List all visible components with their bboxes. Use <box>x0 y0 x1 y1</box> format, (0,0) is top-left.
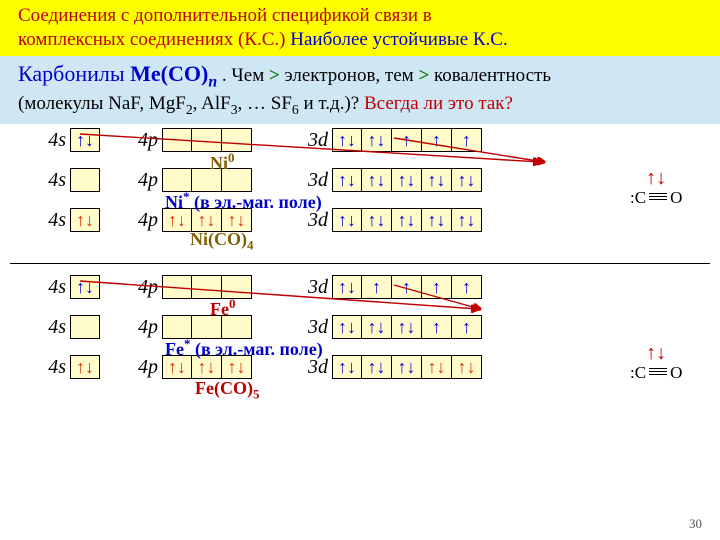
orbital-box: ↑↓ <box>70 208 100 232</box>
co-o-label: O <box>670 188 682 208</box>
orbital-box <box>70 168 100 192</box>
orbital-box: ↑↓ <box>422 208 452 232</box>
orbital-box: ↑↓ <box>362 168 392 192</box>
orbital-row: 4s↑↓4p↑↓↑↓↑↓3d↑↓↑↓↑↓↑↓↑↓ <box>0 355 720 379</box>
orbital-row: 4s↑↓4p↑↓↑↓↑↓3d↑↓↑↓↑↓↑↓↑↓ <box>0 208 720 232</box>
label-4s: 4s <box>38 129 66 152</box>
label-3d: 3d <box>300 276 328 299</box>
orbital-group: ↑↓↑↓↑↓↑↑ <box>332 315 482 339</box>
co-c-label: :C <box>630 188 646 208</box>
label-4p: 4p <box>130 276 158 299</box>
orbital-group: ↑↓ <box>70 208 100 232</box>
orbital-row: 4s↑↓4p3d↑↓↑↑↑↑ <box>0 275 720 299</box>
orbital-group: ↑↓ <box>70 355 100 379</box>
orbital-box: ↑↓ <box>362 355 392 379</box>
orbital-box: ↑↓ <box>332 128 362 152</box>
orbital-box: ↑↓ <box>392 168 422 192</box>
label-4p: 4p <box>130 316 158 339</box>
orbital-box: ↑↓ <box>452 355 482 379</box>
title-line2a: комплексных соединениях (К.С.) <box>18 29 290 50</box>
orbital-box <box>222 128 252 152</box>
orbital-box: ↑↓ <box>332 208 362 232</box>
co-c-label: :C <box>630 363 646 383</box>
orbital-box: ↑↓ <box>332 315 362 339</box>
label-3d: 3d <box>300 129 328 152</box>
label-4p: 4p <box>130 129 158 152</box>
orbital-box: ↑ <box>392 128 422 152</box>
label-4p: 4p <box>130 356 158 379</box>
label-4s: 4s <box>38 316 66 339</box>
orbital-box: ↑ <box>422 275 452 299</box>
orbital-box <box>192 128 222 152</box>
orbital-group <box>162 275 252 299</box>
orbital-box: ↑↓ <box>392 355 422 379</box>
label-4p: 4p <box>130 169 158 192</box>
species-label: Ni0 <box>210 150 234 174</box>
orbital-box: ↑ <box>422 128 452 152</box>
orbital-group <box>162 128 252 152</box>
orbital-box: ↑ <box>452 128 482 152</box>
orbital-box: ↑↓ <box>332 168 362 192</box>
orbital-group: ↑↓↑↓↑↑↑ <box>332 128 482 152</box>
co-ligand: ↑↓:CO <box>630 170 682 208</box>
title-line2b: Наиболее устойчивые К.С. <box>290 29 507 50</box>
label-4s: 4s <box>38 356 66 379</box>
orbital-row: 4s↑↓4p3d↑↓↑↓↑↑↑ <box>0 128 720 152</box>
orbital-box: ↑↓ <box>392 315 422 339</box>
orbital-group: ↑↓↑↑↑↑ <box>332 275 482 299</box>
orbital-group: ↑↓ <box>70 128 100 152</box>
sub-p1: Карбонилы <box>18 61 130 86</box>
orbital-group: ↑↓ <box>70 275 100 299</box>
label-4s: 4s <box>38 169 66 192</box>
orbital-group <box>70 168 100 192</box>
orbital-box: ↑↓ <box>70 275 100 299</box>
orbital-box: ↑ <box>452 315 482 339</box>
subtitle-block: Карбонилы Me(CO)n . Чем > электронов, те… <box>0 56 720 124</box>
orbital-box: ↑↓ <box>362 208 392 232</box>
orbital-box <box>70 315 100 339</box>
species-label: Ni(CO)4 <box>190 229 253 254</box>
orbital-box: ↑↓ <box>422 168 452 192</box>
orbital-box: ↑↓ <box>362 315 392 339</box>
species-label: Fe* (в эл.-маг. поле) <box>165 336 323 360</box>
orbital-box: ↑↓ <box>70 355 100 379</box>
orbital-box: ↑↓ <box>332 275 362 299</box>
orbital-box: ↑↓ <box>422 355 452 379</box>
orbital-row: 4s4p3d↑↓↑↓↑↓↑↓↑↓ <box>0 168 720 192</box>
label-4s: 4s <box>38 276 66 299</box>
orbital-box: ↑ <box>392 275 422 299</box>
co-o-label: O <box>670 363 682 383</box>
orbital-group: ↑↓↑↓↑↓↑↓↑↓ <box>332 355 482 379</box>
orbital-box: ↑↓ <box>392 208 422 232</box>
slide-root: { "title": { "line1_red": "Соединения с … <box>0 0 720 540</box>
orbital-box: ↑↓ <box>452 208 482 232</box>
species-label: Ni* (в эл.-маг. поле) <box>165 189 322 213</box>
orbital-box: ↑ <box>452 275 482 299</box>
orbital-group: ↑↓↑↓↑↓↑↓↑↓ <box>332 168 482 192</box>
orbital-group <box>70 315 100 339</box>
orbital-box: ↑↓ <box>70 128 100 152</box>
title-block: Соединения с дополнительной спецификой с… <box>0 0 720 56</box>
orbital-box <box>162 275 192 299</box>
co-ligand: ↑↓:CO <box>630 345 682 383</box>
orbital-box: ↑↓ <box>452 168 482 192</box>
title-line1: Соединения с дополнительной спецификой с… <box>18 5 432 26</box>
orbital-group: ↑↓↑↓↑↓↑↓↑↓ <box>332 208 482 232</box>
orbital-box: ↑ <box>362 275 392 299</box>
label-4s: 4s <box>38 209 66 232</box>
section-divider <box>10 263 710 264</box>
orbital-box: ↑ <box>422 315 452 339</box>
orbital-row: 4s4p3d↑↓↑↓↑↓↑↑ <box>0 315 720 339</box>
label-4p: 4p <box>130 209 158 232</box>
orbital-box: ↑↓ <box>332 355 362 379</box>
orbital-box: ↑↓ <box>362 128 392 152</box>
orbital-box <box>162 128 192 152</box>
species-label: Fe0 <box>210 296 235 320</box>
page-number: 30 <box>689 516 702 532</box>
species-label: Fe(CO)5 <box>195 378 259 403</box>
